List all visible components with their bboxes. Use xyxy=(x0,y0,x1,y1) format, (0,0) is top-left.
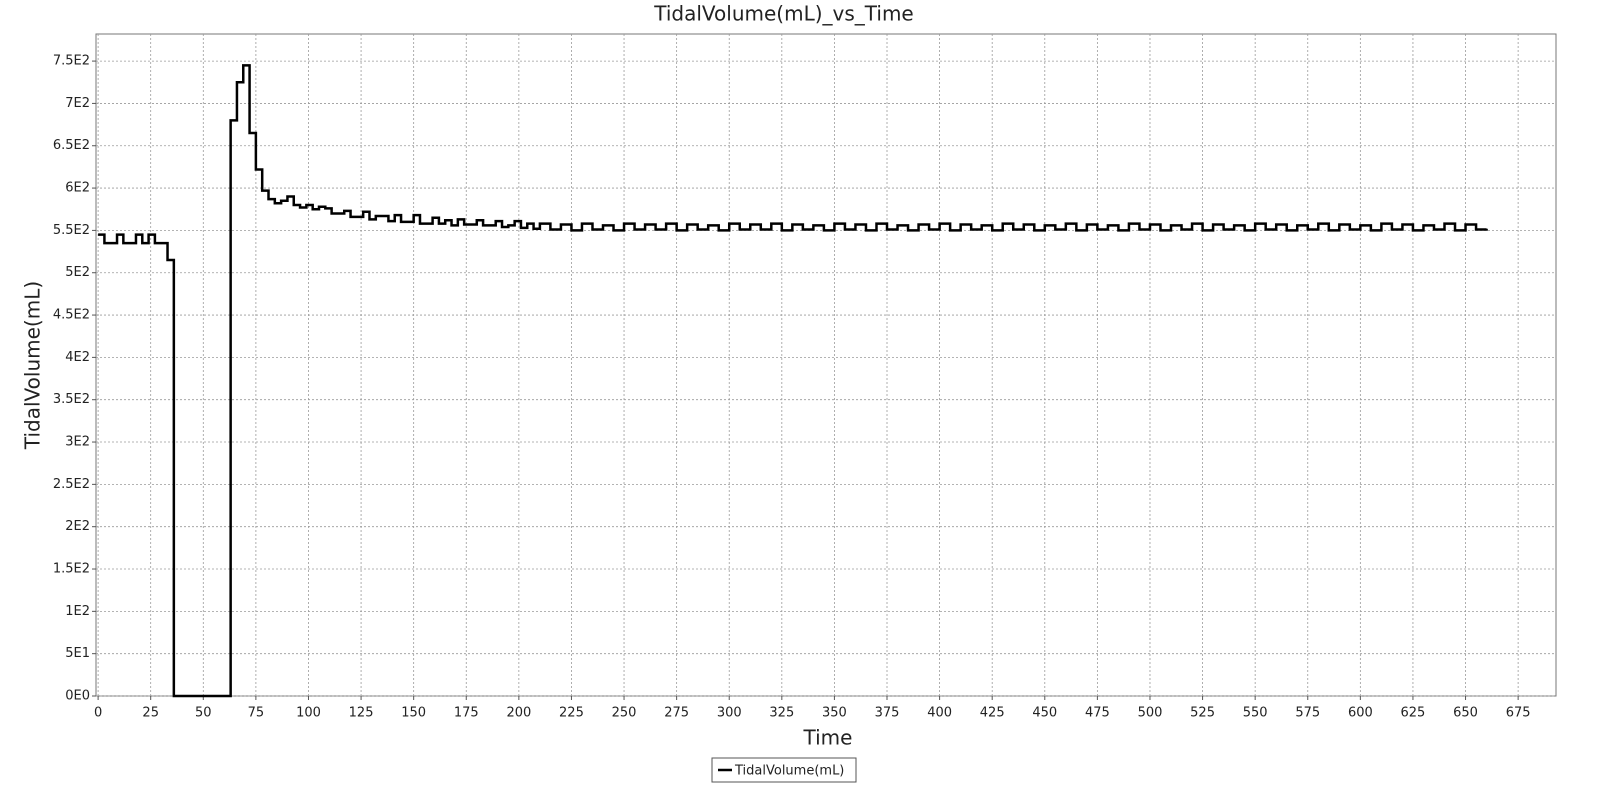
x-tick-label: 400 xyxy=(927,706,952,721)
x-tick-label: 425 xyxy=(980,706,1005,721)
x-tick-label: 600 xyxy=(1348,706,1373,721)
x-tick-label: 100 xyxy=(296,706,321,721)
x-tick-label: 75 xyxy=(248,706,265,721)
x-tick-label: 550 xyxy=(1243,706,1268,721)
x-tick-label: 525 xyxy=(1190,706,1215,721)
y-tick-label: 5E2 xyxy=(65,265,90,280)
x-tick-label: 125 xyxy=(349,706,374,721)
plot-frame xyxy=(95,33,1557,697)
y-tick-label: 2.5E2 xyxy=(53,477,90,492)
y-tick-label: 1.5E2 xyxy=(53,562,90,577)
x-axis-label: Time xyxy=(803,726,853,750)
x-tick-label: 150 xyxy=(401,706,426,721)
x-tick-label: 250 xyxy=(612,706,637,721)
x-tick-label: 50 xyxy=(195,706,212,721)
y-tick-label: 2E2 xyxy=(65,519,90,534)
y-tick-label: 6.5E2 xyxy=(53,138,90,153)
x-tick-label: 350 xyxy=(822,706,847,721)
y-tick-label: 1E2 xyxy=(65,604,90,619)
y-tick-label: 7.5E2 xyxy=(53,54,90,69)
x-tick-label: 300 xyxy=(717,706,742,721)
x-tick-label: 25 xyxy=(142,706,159,721)
x-tick-label: 500 xyxy=(1138,706,1163,721)
x-tick-label: 175 xyxy=(454,706,479,721)
x-tick-label: 450 xyxy=(1032,706,1057,721)
x-tick-label: 475 xyxy=(1085,706,1110,721)
y-tick-label: 3.5E2 xyxy=(53,392,90,407)
x-tick-label: 575 xyxy=(1295,706,1320,721)
y-tick-label: 6E2 xyxy=(65,181,90,196)
y-tick-label: 5.5E2 xyxy=(53,223,90,238)
y-tick-label: 3E2 xyxy=(65,435,90,450)
x-tick-label: 675 xyxy=(1506,706,1531,721)
y-tick-label: 4.5E2 xyxy=(53,308,90,323)
x-tick-label: 375 xyxy=(875,706,900,721)
y-tick-label: 0E0 xyxy=(65,689,90,704)
x-tick-label: 275 xyxy=(664,706,689,721)
x-tick-label: 0 xyxy=(94,706,102,721)
data-line xyxy=(98,64,1488,698)
y-tick-label: 7E2 xyxy=(65,96,90,111)
x-tick-label: 650 xyxy=(1453,706,1478,721)
y-axis-label: TidalVolume(mL) xyxy=(21,281,45,450)
legend-box xyxy=(711,757,857,783)
chart-title: TidalVolume(mL)_vs_Time xyxy=(653,2,913,26)
x-tick-label: 200 xyxy=(506,706,531,721)
x-tick-label: 625 xyxy=(1401,706,1426,721)
y-tick-label: 4E2 xyxy=(65,350,90,365)
x-tick-label: 325 xyxy=(769,706,794,721)
x-tick-label: 225 xyxy=(559,706,584,721)
legend-label: TidalVolume(mL) xyxy=(734,764,844,779)
y-tick-label: 5E1 xyxy=(65,646,90,661)
